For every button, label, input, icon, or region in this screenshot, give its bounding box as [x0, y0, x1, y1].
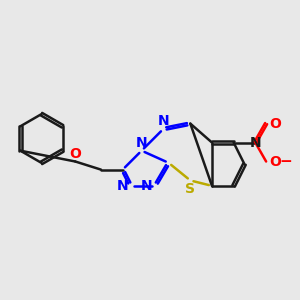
Text: O: O	[269, 154, 281, 169]
Text: N: N	[116, 179, 128, 193]
Text: N: N	[136, 136, 147, 150]
Text: S: S	[185, 182, 195, 196]
Text: N: N	[158, 114, 169, 128]
Text: N: N	[250, 136, 261, 150]
Text: O: O	[69, 147, 81, 161]
Text: N: N	[141, 179, 152, 193]
Text: −: −	[279, 154, 292, 169]
Text: O: O	[269, 117, 281, 130]
